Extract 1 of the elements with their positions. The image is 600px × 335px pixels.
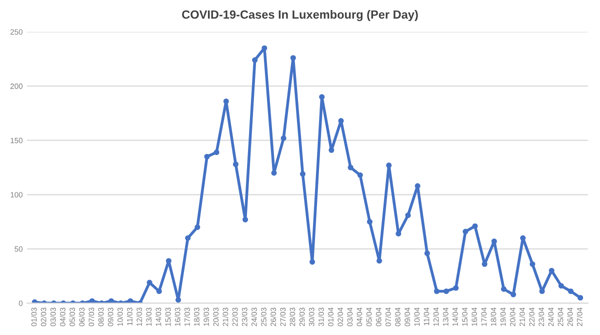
chart-title: COVID-19-Cases In Luxembourg (Per Day)	[182, 10, 418, 22]
